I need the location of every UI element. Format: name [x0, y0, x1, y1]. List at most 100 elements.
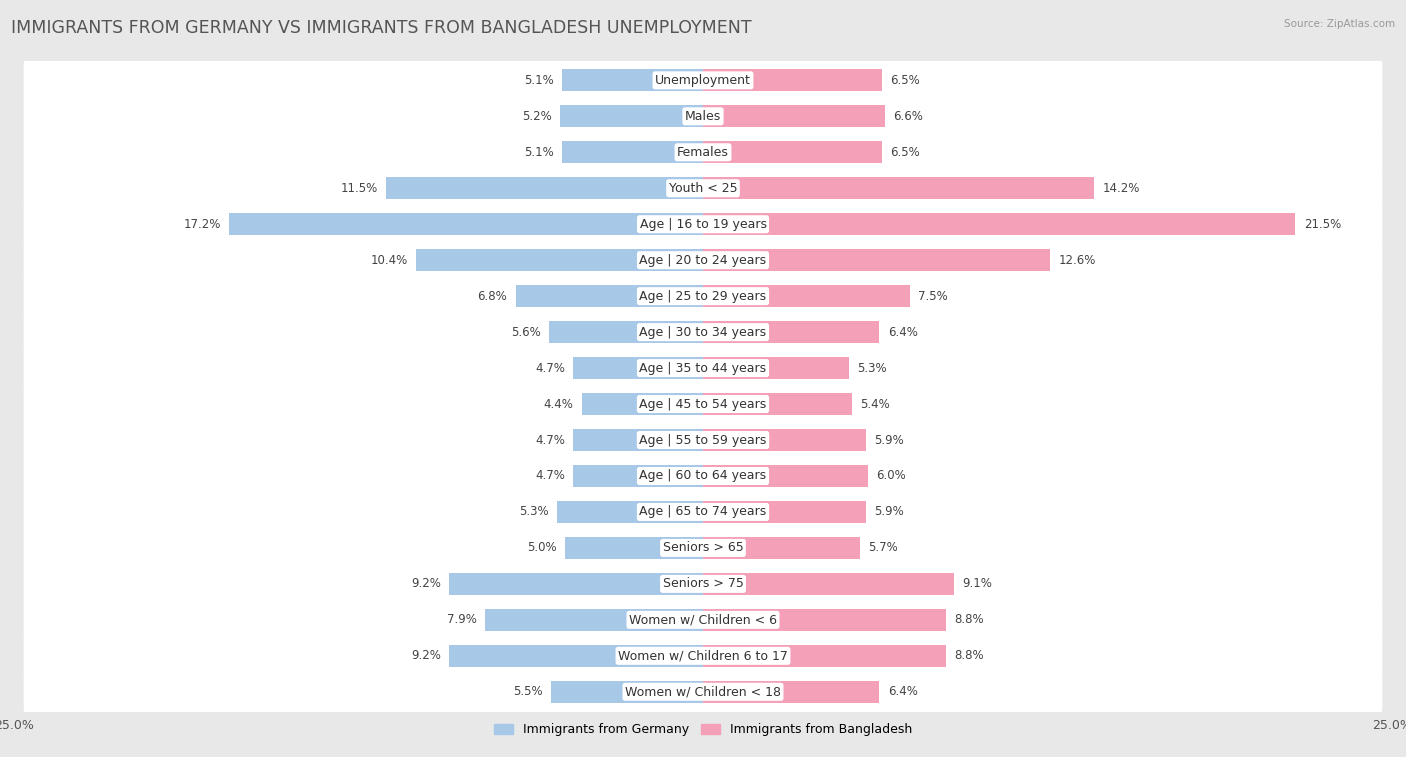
Legend: Immigrants from Germany, Immigrants from Bangladesh: Immigrants from Germany, Immigrants from…: [489, 718, 917, 741]
FancyBboxPatch shape: [24, 238, 1382, 282]
FancyBboxPatch shape: [24, 454, 1382, 498]
Text: 5.0%: 5.0%: [527, 541, 557, 554]
Bar: [574, 465, 703, 488]
Bar: [703, 645, 945, 667]
Text: Unemployment: Unemployment: [655, 74, 751, 87]
Bar: [703, 69, 882, 92]
Text: 6.8%: 6.8%: [478, 290, 508, 303]
Bar: [703, 285, 910, 307]
Text: 9.1%: 9.1%: [962, 578, 991, 590]
Text: 5.9%: 5.9%: [875, 434, 904, 447]
Text: 6.5%: 6.5%: [890, 74, 920, 87]
Text: 8.8%: 8.8%: [953, 613, 983, 626]
Text: 21.5%: 21.5%: [1303, 218, 1341, 231]
Bar: [582, 393, 703, 415]
Text: 10.4%: 10.4%: [371, 254, 408, 266]
Text: 6.4%: 6.4%: [887, 685, 918, 698]
Bar: [703, 609, 945, 631]
Text: 6.0%: 6.0%: [876, 469, 907, 482]
Text: Age | 16 to 19 years: Age | 16 to 19 years: [640, 218, 766, 231]
Text: 6.4%: 6.4%: [887, 326, 918, 338]
Text: 17.2%: 17.2%: [183, 218, 221, 231]
Text: Age | 60 to 64 years: Age | 60 to 64 years: [640, 469, 766, 482]
Bar: [703, 213, 1295, 235]
Text: 8.8%: 8.8%: [953, 650, 983, 662]
Bar: [703, 429, 866, 451]
Bar: [703, 141, 882, 164]
Bar: [562, 69, 703, 92]
Text: Seniors > 65: Seniors > 65: [662, 541, 744, 554]
Bar: [562, 141, 703, 164]
Text: Source: ZipAtlas.com: Source: ZipAtlas.com: [1284, 19, 1395, 29]
Bar: [416, 249, 703, 271]
FancyBboxPatch shape: [24, 58, 1382, 102]
Text: Women w/ Children < 6: Women w/ Children < 6: [628, 613, 778, 626]
Text: Age | 25 to 29 years: Age | 25 to 29 years: [640, 290, 766, 303]
FancyBboxPatch shape: [24, 670, 1382, 714]
Text: 6.6%: 6.6%: [893, 110, 922, 123]
Text: 7.5%: 7.5%: [918, 290, 948, 303]
Text: 11.5%: 11.5%: [340, 182, 378, 195]
FancyBboxPatch shape: [24, 95, 1382, 139]
Text: 7.9%: 7.9%: [447, 613, 477, 626]
Bar: [703, 177, 1094, 199]
FancyBboxPatch shape: [24, 382, 1382, 426]
Text: 12.6%: 12.6%: [1059, 254, 1095, 266]
Bar: [703, 465, 869, 488]
FancyBboxPatch shape: [24, 130, 1382, 174]
Text: Youth < 25: Youth < 25: [669, 182, 737, 195]
Bar: [565, 537, 703, 559]
Bar: [703, 573, 953, 595]
Text: 5.1%: 5.1%: [524, 74, 554, 87]
Text: Seniors > 75: Seniors > 75: [662, 578, 744, 590]
Text: IMMIGRANTS FROM GERMANY VS IMMIGRANTS FROM BANGLADESH UNEMPLOYMENT: IMMIGRANTS FROM GERMANY VS IMMIGRANTS FR…: [11, 19, 752, 37]
FancyBboxPatch shape: [24, 167, 1382, 210]
Text: 5.2%: 5.2%: [522, 110, 551, 123]
Text: 5.6%: 5.6%: [510, 326, 540, 338]
Text: 5.4%: 5.4%: [860, 397, 890, 410]
FancyBboxPatch shape: [24, 526, 1382, 570]
Bar: [703, 249, 1050, 271]
Text: 6.5%: 6.5%: [890, 146, 920, 159]
Text: Males: Males: [685, 110, 721, 123]
Text: 4.7%: 4.7%: [536, 469, 565, 482]
Text: Age | 35 to 44 years: Age | 35 to 44 years: [640, 362, 766, 375]
Text: 4.4%: 4.4%: [544, 397, 574, 410]
Text: Women w/ Children < 18: Women w/ Children < 18: [626, 685, 780, 698]
Bar: [703, 681, 879, 703]
Text: Age | 65 to 74 years: Age | 65 to 74 years: [640, 506, 766, 519]
FancyBboxPatch shape: [24, 418, 1382, 462]
Bar: [450, 645, 703, 667]
FancyBboxPatch shape: [24, 202, 1382, 246]
Text: Age | 20 to 24 years: Age | 20 to 24 years: [640, 254, 766, 266]
Text: 5.1%: 5.1%: [524, 146, 554, 159]
Text: Females: Females: [678, 146, 728, 159]
Bar: [551, 681, 703, 703]
Text: 9.2%: 9.2%: [412, 578, 441, 590]
Bar: [703, 357, 849, 379]
Bar: [229, 213, 703, 235]
Bar: [703, 537, 860, 559]
FancyBboxPatch shape: [24, 274, 1382, 318]
Bar: [516, 285, 703, 307]
FancyBboxPatch shape: [24, 634, 1382, 678]
Bar: [485, 609, 703, 631]
Bar: [450, 573, 703, 595]
Text: 14.2%: 14.2%: [1102, 182, 1140, 195]
FancyBboxPatch shape: [24, 346, 1382, 390]
FancyBboxPatch shape: [24, 310, 1382, 354]
Bar: [703, 501, 866, 523]
Text: 5.5%: 5.5%: [513, 685, 543, 698]
Bar: [548, 321, 703, 343]
Text: Women w/ Children 6 to 17: Women w/ Children 6 to 17: [619, 650, 787, 662]
Text: 4.7%: 4.7%: [536, 362, 565, 375]
Bar: [703, 393, 852, 415]
Text: 9.2%: 9.2%: [412, 650, 441, 662]
Text: 5.3%: 5.3%: [519, 506, 548, 519]
Bar: [574, 357, 703, 379]
FancyBboxPatch shape: [24, 490, 1382, 534]
Bar: [560, 105, 703, 127]
Bar: [557, 501, 703, 523]
Bar: [703, 105, 884, 127]
Text: 5.9%: 5.9%: [875, 506, 904, 519]
